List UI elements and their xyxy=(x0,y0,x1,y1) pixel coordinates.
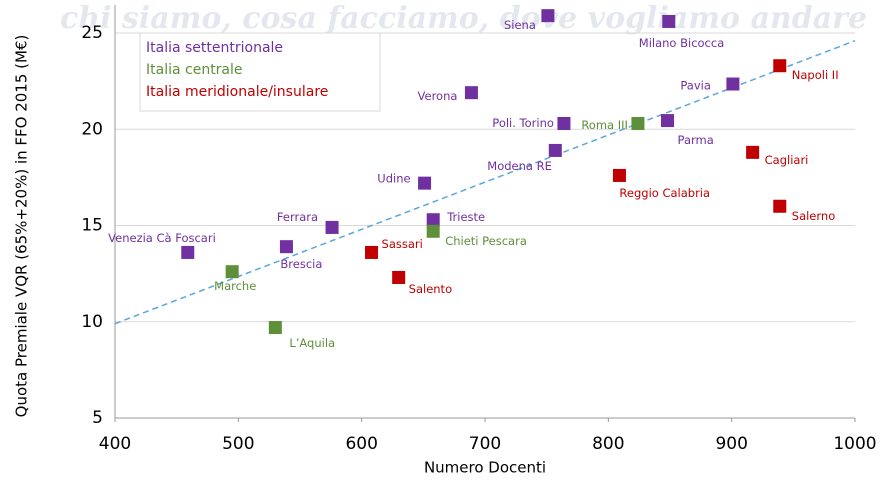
point xyxy=(392,270,406,284)
point xyxy=(426,224,440,238)
y-axis-title: Quota Premiale VQR (65%+20%) in FFO 2015… xyxy=(13,35,31,418)
point-label: Modena RE xyxy=(487,159,552,173)
y-tick-label: 20 xyxy=(81,119,103,139)
point-label: L’Aquila xyxy=(289,336,335,350)
point-label: Verona xyxy=(418,89,458,103)
point xyxy=(612,168,626,182)
point xyxy=(418,176,432,190)
legend-label: Italia meridionale/insulare xyxy=(146,84,328,100)
point xyxy=(268,321,282,335)
point-label: Chieti Pescara xyxy=(445,234,527,248)
point xyxy=(662,14,676,28)
point-label: Venezia Cà Foscari xyxy=(108,231,216,245)
y-tick-label: 15 xyxy=(81,216,103,236)
x-tick-label: 800 xyxy=(592,434,624,454)
point-label: Trieste xyxy=(446,210,485,224)
point-label: Cagliari xyxy=(765,153,809,167)
point-label: Parma xyxy=(678,133,714,147)
point-label: Reggio Calabria xyxy=(619,186,710,200)
x-tick-label: 700 xyxy=(469,434,501,454)
point-label: Sassari xyxy=(382,237,423,251)
point xyxy=(541,9,555,23)
point xyxy=(181,245,195,259)
point-label: Roma III xyxy=(581,118,628,132)
point xyxy=(773,59,787,73)
point xyxy=(548,143,562,157)
point-label: Marche xyxy=(214,279,256,293)
y-tick-label: 10 xyxy=(81,312,103,332)
point xyxy=(279,240,293,254)
point xyxy=(325,220,339,234)
x-tick-label: 600 xyxy=(345,434,377,454)
point-label: Poli. Torino xyxy=(492,116,554,130)
x-tick-label: 1000 xyxy=(833,434,876,454)
point xyxy=(661,114,675,128)
point-label: Napoli II xyxy=(792,68,839,82)
point-label: Pavia xyxy=(680,79,711,93)
x-tick-label: 500 xyxy=(222,434,254,454)
point xyxy=(726,77,740,91)
point-label: Salento xyxy=(409,282,452,296)
point-label: Brescia xyxy=(280,257,322,271)
y-tick-label: 25 xyxy=(81,23,103,43)
x-tick-label: 400 xyxy=(99,434,131,454)
point xyxy=(773,199,787,213)
background-text: chi siamo, cosa facciamo, dove vogliamo … xyxy=(60,1,867,36)
x-axis-title: Numero Docenti xyxy=(424,459,546,477)
point-label: Udine xyxy=(377,172,410,186)
point xyxy=(426,213,440,227)
legend-label: Italia centrale xyxy=(146,62,243,78)
point-label: Milano Bicocca xyxy=(639,36,724,50)
point xyxy=(225,265,239,279)
point-label: Ferrara xyxy=(277,210,318,224)
point-label: Siena xyxy=(504,18,536,32)
legend-label: Italia settentrionale xyxy=(146,40,283,56)
y-tick-label: 5 xyxy=(92,408,103,428)
x-tick-label: 900 xyxy=(715,434,747,454)
point xyxy=(365,245,379,259)
point xyxy=(464,86,478,100)
point-label: Salerno xyxy=(792,209,835,223)
legend-box xyxy=(139,32,381,112)
point xyxy=(631,116,645,130)
point xyxy=(746,145,760,159)
point xyxy=(557,116,571,130)
